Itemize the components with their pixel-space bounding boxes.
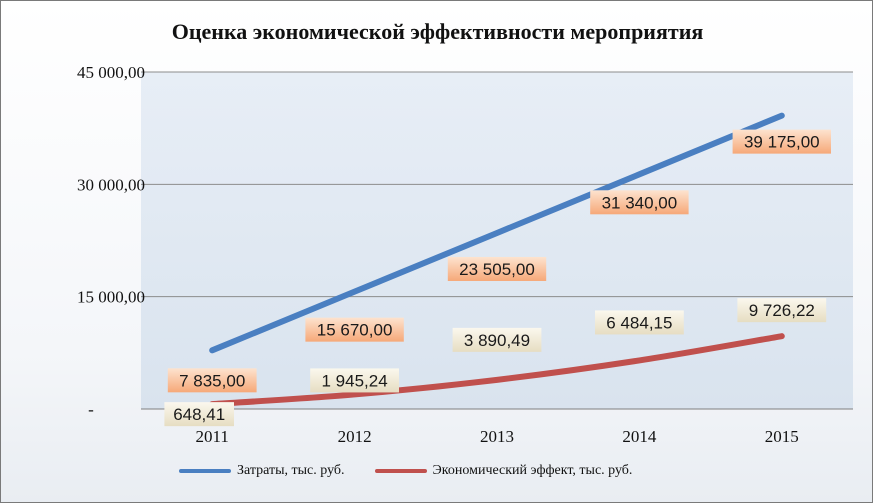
legend-item-effect: Экономический эффект, тыс. руб.: [374, 463, 633, 479]
x-tick-label: 2013: [480, 427, 514, 446]
data-label: 3 890,49: [464, 331, 530, 350]
y-axis-ticks: 45 000,00 30 000,00 15 000,00 -: [77, 63, 145, 419]
data-label-box: [732, 129, 831, 154]
data-label: 648,41: [173, 405, 225, 424]
data-label-box: [164, 402, 234, 427]
data-label: 31 340,00: [602, 193, 678, 212]
data-label: 6 484,15: [606, 313, 672, 332]
grid-lines: [141, 71, 853, 410]
data-label: 15 670,00: [317, 321, 393, 340]
x-tick-label: 2012: [338, 427, 372, 446]
data-label: 9 726,22: [749, 301, 815, 320]
data-label-box: [737, 298, 827, 323]
data-labels: 7 835,00 15 670,00 23 505,00 31 340,00 39 17…: [164, 129, 831, 427]
data-label: 7 835,00: [179, 371, 245, 390]
x-axis-ticks: 2011 2012 2013 2014 2015: [196, 427, 799, 446]
x-tick-label: 2011: [196, 427, 229, 446]
legend-swatch-effect: [374, 469, 427, 473]
data-label-box: [167, 368, 257, 393]
y-tick-label: 15 000,00: [77, 288, 145, 307]
series-line-effect: [209, 333, 785, 408]
x-tick-label: 2014: [622, 427, 657, 446]
legend: Затраты, тыс. руб. Экономический эффект,…: [179, 463, 632, 479]
chart-title: Оценка экономической эффективности мероп…: [171, 19, 704, 44]
plot-area: [141, 72, 853, 409]
y-tick-label: -: [88, 400, 94, 419]
legend-swatch-costs: [179, 469, 231, 473]
data-label-box: [447, 256, 547, 281]
data-label-box: [452, 327, 542, 352]
x-tick-label: 2015: [765, 427, 799, 446]
y-tick-label: 45 000,00: [77, 63, 145, 82]
legend-label-effect: Экономический эффект, тыс. руб.: [432, 463, 633, 478]
data-label-box: [590, 190, 689, 215]
data-label-box: [310, 368, 399, 393]
legend-item-costs: Затраты, тыс. руб.: [179, 463, 345, 479]
data-label-box: [305, 317, 404, 342]
series-lines: [209, 112, 785, 408]
series-line-costs: [209, 112, 785, 354]
data-label: 39 175,00: [744, 133, 820, 152]
legend-label-costs: Затраты, тыс. руб.: [237, 463, 345, 478]
y-tick-label: 30 000,00: [77, 175, 145, 194]
data-label: 23 505,00: [459, 260, 535, 279]
data-label-box: [595, 310, 684, 335]
data-label: 1 945,24: [322, 371, 388, 390]
